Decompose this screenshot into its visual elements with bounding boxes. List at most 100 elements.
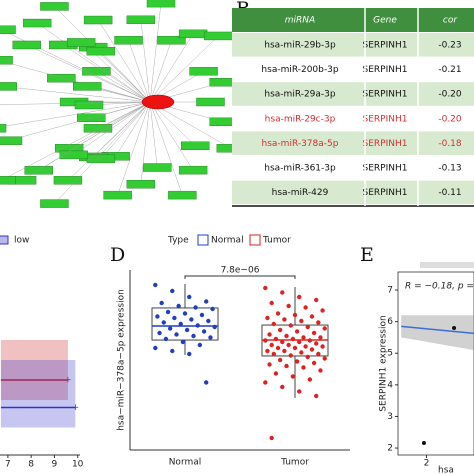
node bbox=[74, 100, 104, 110]
edge bbox=[0, 101, 151, 105]
plot-bg bbox=[397, 271, 474, 456]
data-point bbox=[299, 350, 304, 355]
table-cell: hsa-miR-200b-3p bbox=[261, 65, 338, 75]
y-tick-label: 2 bbox=[387, 444, 393, 454]
data-point bbox=[182, 311, 188, 316]
data-point bbox=[311, 360, 317, 366]
edge bbox=[115, 101, 151, 157]
data-point bbox=[165, 309, 171, 315]
node bbox=[196, 97, 225, 107]
data-point bbox=[286, 303, 291, 309]
table-cell: SERPINH1 bbox=[363, 114, 408, 124]
node bbox=[83, 15, 113, 25]
data-point bbox=[212, 324, 217, 330]
y-tick-label: 7 bbox=[387, 286, 393, 296]
edge bbox=[2, 86, 151, 103]
node bbox=[126, 179, 156, 189]
edge bbox=[7, 101, 151, 141]
data-point bbox=[206, 318, 211, 324]
edge bbox=[149, 101, 158, 168]
data-point bbox=[307, 338, 313, 343]
data-point bbox=[193, 305, 198, 310]
data-point bbox=[269, 435, 274, 441]
censor-mark: + bbox=[64, 376, 72, 386]
data-point bbox=[157, 330, 162, 336]
edge bbox=[93, 46, 151, 103]
edge bbox=[67, 101, 151, 181]
hub-node bbox=[141, 94, 175, 110]
ci-band bbox=[0, 360, 76, 428]
table-cell: SERPINH1 bbox=[363, 139, 408, 149]
data-point bbox=[265, 348, 270, 354]
table-cell: SERPINH1 bbox=[363, 41, 408, 51]
data-point bbox=[320, 344, 325, 349]
data-point bbox=[263, 285, 268, 291]
edge bbox=[100, 101, 151, 159]
data-point bbox=[452, 325, 457, 330]
edge bbox=[26, 44, 151, 103]
data-point bbox=[290, 374, 296, 379]
table-row-bg bbox=[232, 131, 474, 155]
node bbox=[168, 190, 197, 200]
data-point bbox=[421, 440, 426, 445]
table-row-bg bbox=[232, 106, 474, 131]
node bbox=[0, 56, 13, 65]
legend-key bbox=[0, 235, 9, 245]
table-cell: hsa-miR-378a-5p bbox=[262, 139, 339, 149]
node bbox=[40, 2, 69, 11]
sig-bracket bbox=[184, 275, 296, 279]
node bbox=[47, 73, 76, 83]
data-point bbox=[153, 282, 158, 288]
edge bbox=[96, 71, 151, 103]
annotation: R = −0.18, p = bbox=[405, 282, 474, 292]
data-point bbox=[280, 384, 285, 390]
data-point bbox=[210, 306, 215, 312]
fit-band bbox=[401, 315, 474, 351]
data-point bbox=[280, 290, 285, 295]
node bbox=[0, 82, 17, 91]
data-point bbox=[201, 329, 207, 334]
node bbox=[0, 124, 7, 133]
data-point bbox=[269, 342, 274, 348]
legend-key bbox=[249, 234, 261, 246]
box bbox=[151, 307, 219, 341]
legend-title: Type bbox=[167, 236, 189, 246]
data-point bbox=[170, 348, 175, 354]
node bbox=[82, 67, 111, 76]
table-row-bg bbox=[232, 33, 474, 57]
table-cell: -0.18 bbox=[438, 139, 462, 149]
data-point bbox=[318, 368, 323, 373]
table-cell: -0.21 bbox=[438, 65, 461, 75]
table-header: miRNA bbox=[285, 16, 315, 26]
data-point bbox=[199, 312, 205, 318]
table-cell: SERPINH1 bbox=[363, 90, 408, 100]
edge bbox=[54, 101, 151, 204]
edge bbox=[149, 40, 172, 103]
table-header: cor bbox=[443, 16, 458, 26]
node bbox=[0, 136, 23, 145]
data-point bbox=[263, 380, 268, 385]
data-point bbox=[184, 327, 190, 333]
edge bbox=[149, 101, 194, 171]
edge bbox=[140, 19, 151, 103]
data-point bbox=[301, 365, 306, 370]
node bbox=[103, 190, 132, 200]
data-point bbox=[318, 335, 323, 340]
edge bbox=[149, 35, 219, 103]
node bbox=[86, 46, 116, 56]
data-point bbox=[195, 323, 200, 328]
data-point bbox=[265, 315, 270, 321]
data-point bbox=[305, 324, 310, 330]
data-point bbox=[263, 338, 268, 343]
edge bbox=[21, 101, 151, 181]
data-point bbox=[309, 314, 315, 319]
table-row-bg bbox=[232, 156, 474, 180]
data-point bbox=[267, 362, 272, 367]
table-cell: SERPINH1 bbox=[363, 188, 408, 198]
edge bbox=[149, 33, 194, 103]
data-point bbox=[303, 344, 308, 349]
data-point bbox=[311, 330, 317, 336]
legend-key bbox=[197, 234, 209, 246]
x-axis-label: hsa bbox=[438, 466, 454, 474]
